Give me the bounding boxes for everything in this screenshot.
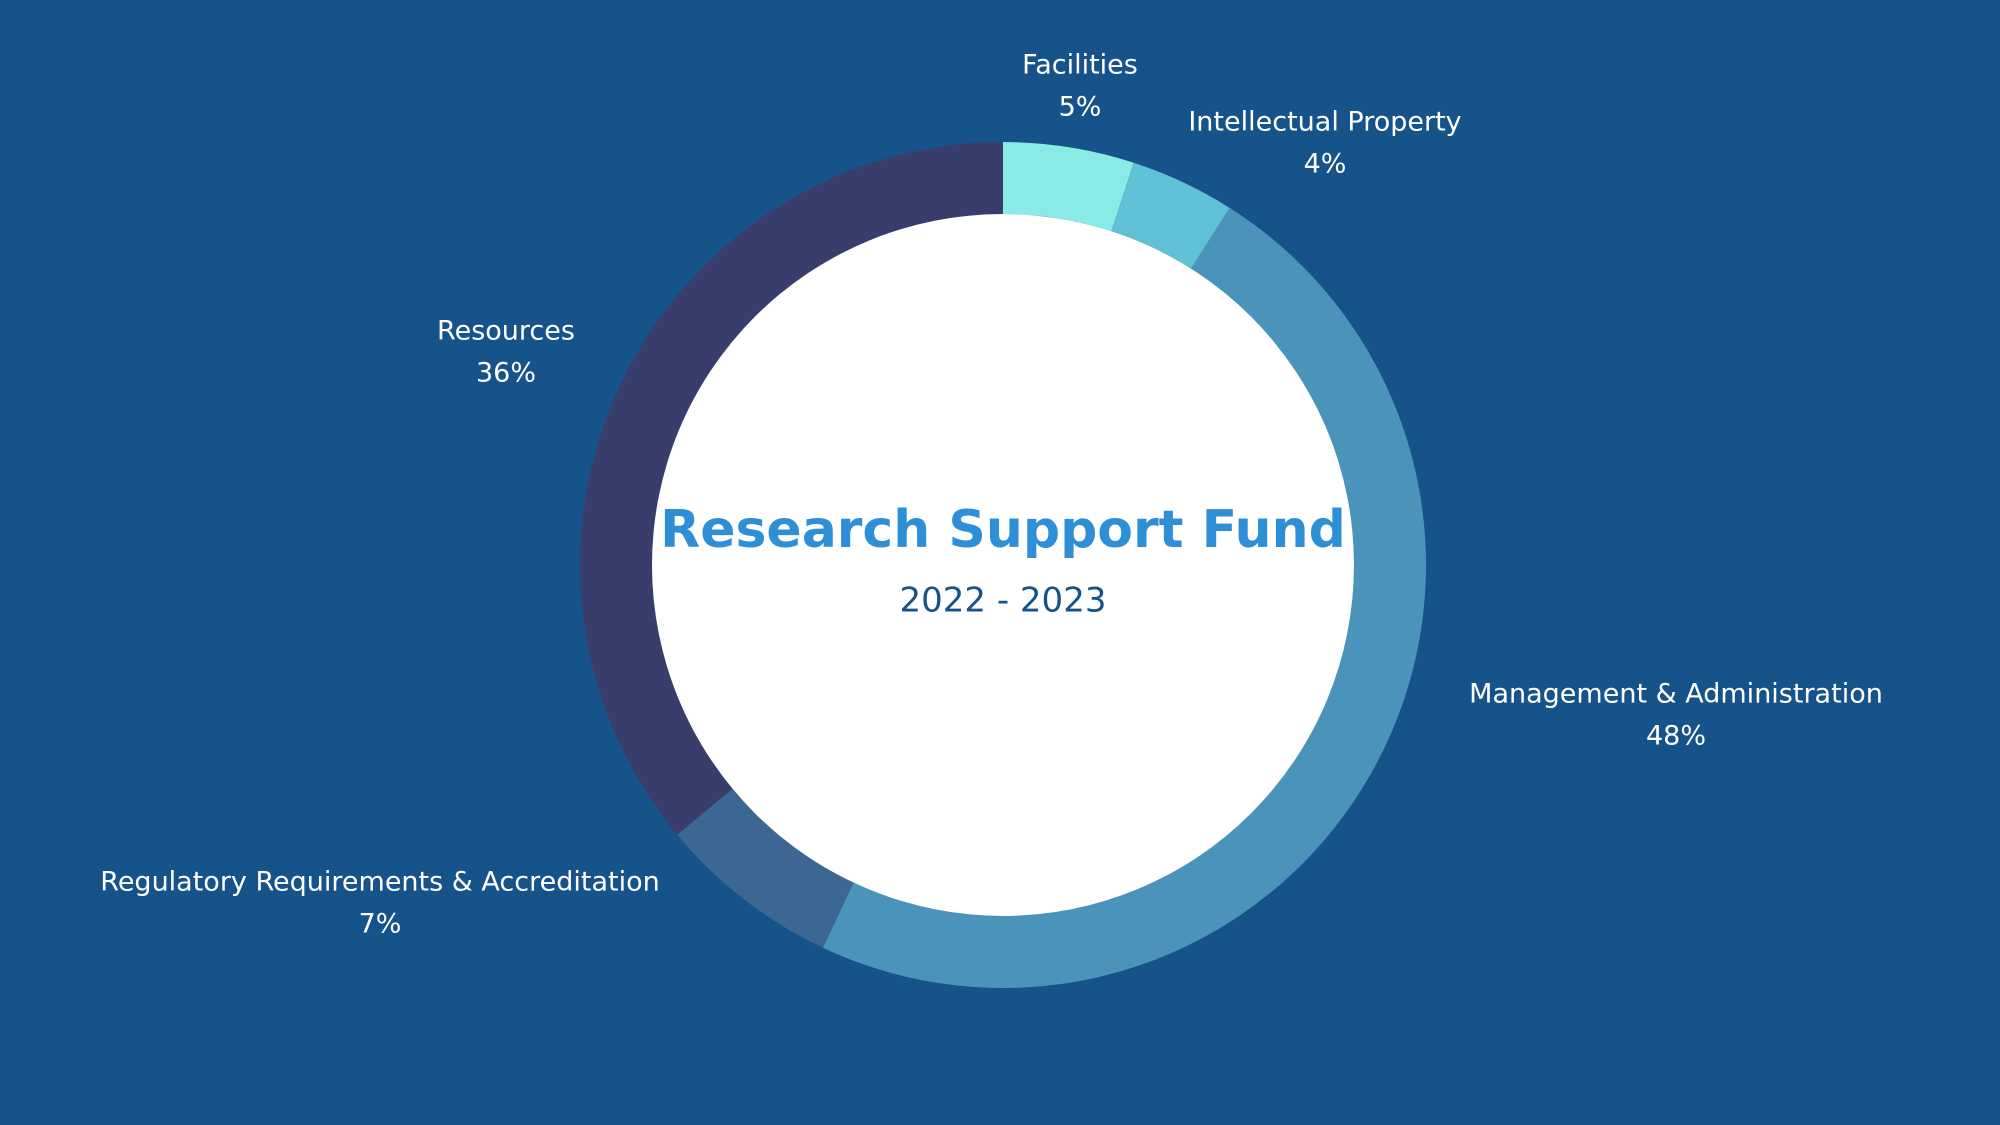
labels: Facilities 5% Intellectual Property 4% Manag… [100, 50, 1883, 940]
chart-title: Research Support Fund [660, 500, 1346, 560]
chart-subtitle: 2022 - 2023 [900, 581, 1107, 621]
slice-value-label: 7% [359, 909, 402, 940]
slice-label: Resources [437, 316, 575, 347]
slice [822, 207, 1426, 988]
slice-label: Regulatory Requirements & Accreditation [100, 867, 659, 898]
slice [1111, 162, 1230, 269]
donut [579, 142, 1426, 988]
slice-label: Management & Administration [1469, 679, 1883, 710]
slice [677, 788, 854, 948]
slice-value-label: 36% [476, 358, 536, 389]
slice [1003, 142, 1134, 232]
slice-value-label: 4% [1304, 149, 1347, 180]
slice-value-label: 5% [1059, 92, 1102, 123]
slice-value-label: 48% [1646, 721, 1706, 752]
slice-label: Facilities [1022, 50, 1138, 81]
slice [579, 142, 1003, 835]
slice-label: Intellectual Property [1188, 107, 1461, 138]
donut-hole [652, 214, 1354, 916]
